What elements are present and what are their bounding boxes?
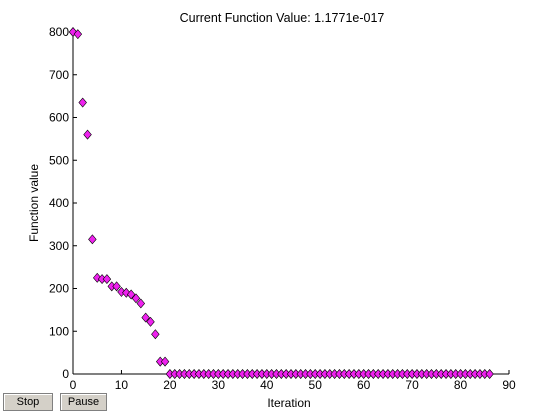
data-point-marker [102,274,112,285]
y-axis-title: Function value [27,164,41,242]
data-point-marker [136,298,146,309]
data-point-marker [485,369,494,379]
data-point-marker [151,329,160,340]
x-tick-label: 40 [260,378,274,392]
y-tick-label: 200 [49,282,69,296]
x-tick-label: 90 [502,378,516,392]
stop-button[interactable]: Stop [3,393,53,411]
data-point-marker [117,286,126,297]
y-tick-label: 800 [49,25,69,39]
x-tick-label: 80 [454,378,468,392]
x-tick-label: 20 [163,378,177,392]
data-point-marker [83,129,92,140]
y-tick-label: 100 [49,324,69,338]
chart-title: Current Function Value: 1.1771e-017 [180,11,385,25]
x-axis-ticks: 0 10 20 30 40 50 60 70 80 90 [70,370,516,392]
data-markers [68,27,494,379]
y-tick-label: 400 [49,196,69,210]
x-tick-label: 0 [70,378,77,392]
data-point-marker [112,281,121,292]
x-tick-label: 70 [405,378,419,392]
data-point-marker [146,316,155,327]
pause-button[interactable]: Pause [60,393,107,411]
data-point-marker [93,272,102,283]
x-tick-label: 10 [115,378,129,392]
data-point-marker [73,29,83,40]
x-tick-label: 50 [309,378,323,392]
y-tick-label: 700 [49,68,69,82]
y-tick-label: 600 [49,111,69,125]
data-point-marker [78,97,87,108]
x-axis-title: Iteration [267,396,310,410]
data-point-marker [131,293,141,304]
data-point-marker [160,356,170,367]
x-tick-label: 30 [212,378,226,392]
data-point-marker [88,234,97,245]
y-tick-label: 0 [62,367,69,381]
data-point-marker [126,289,136,300]
x-tick-label: 60 [357,378,371,392]
data-point-marker [141,312,150,323]
y-tick-label: 500 [49,153,69,167]
y-tick-label: 300 [49,239,69,253]
